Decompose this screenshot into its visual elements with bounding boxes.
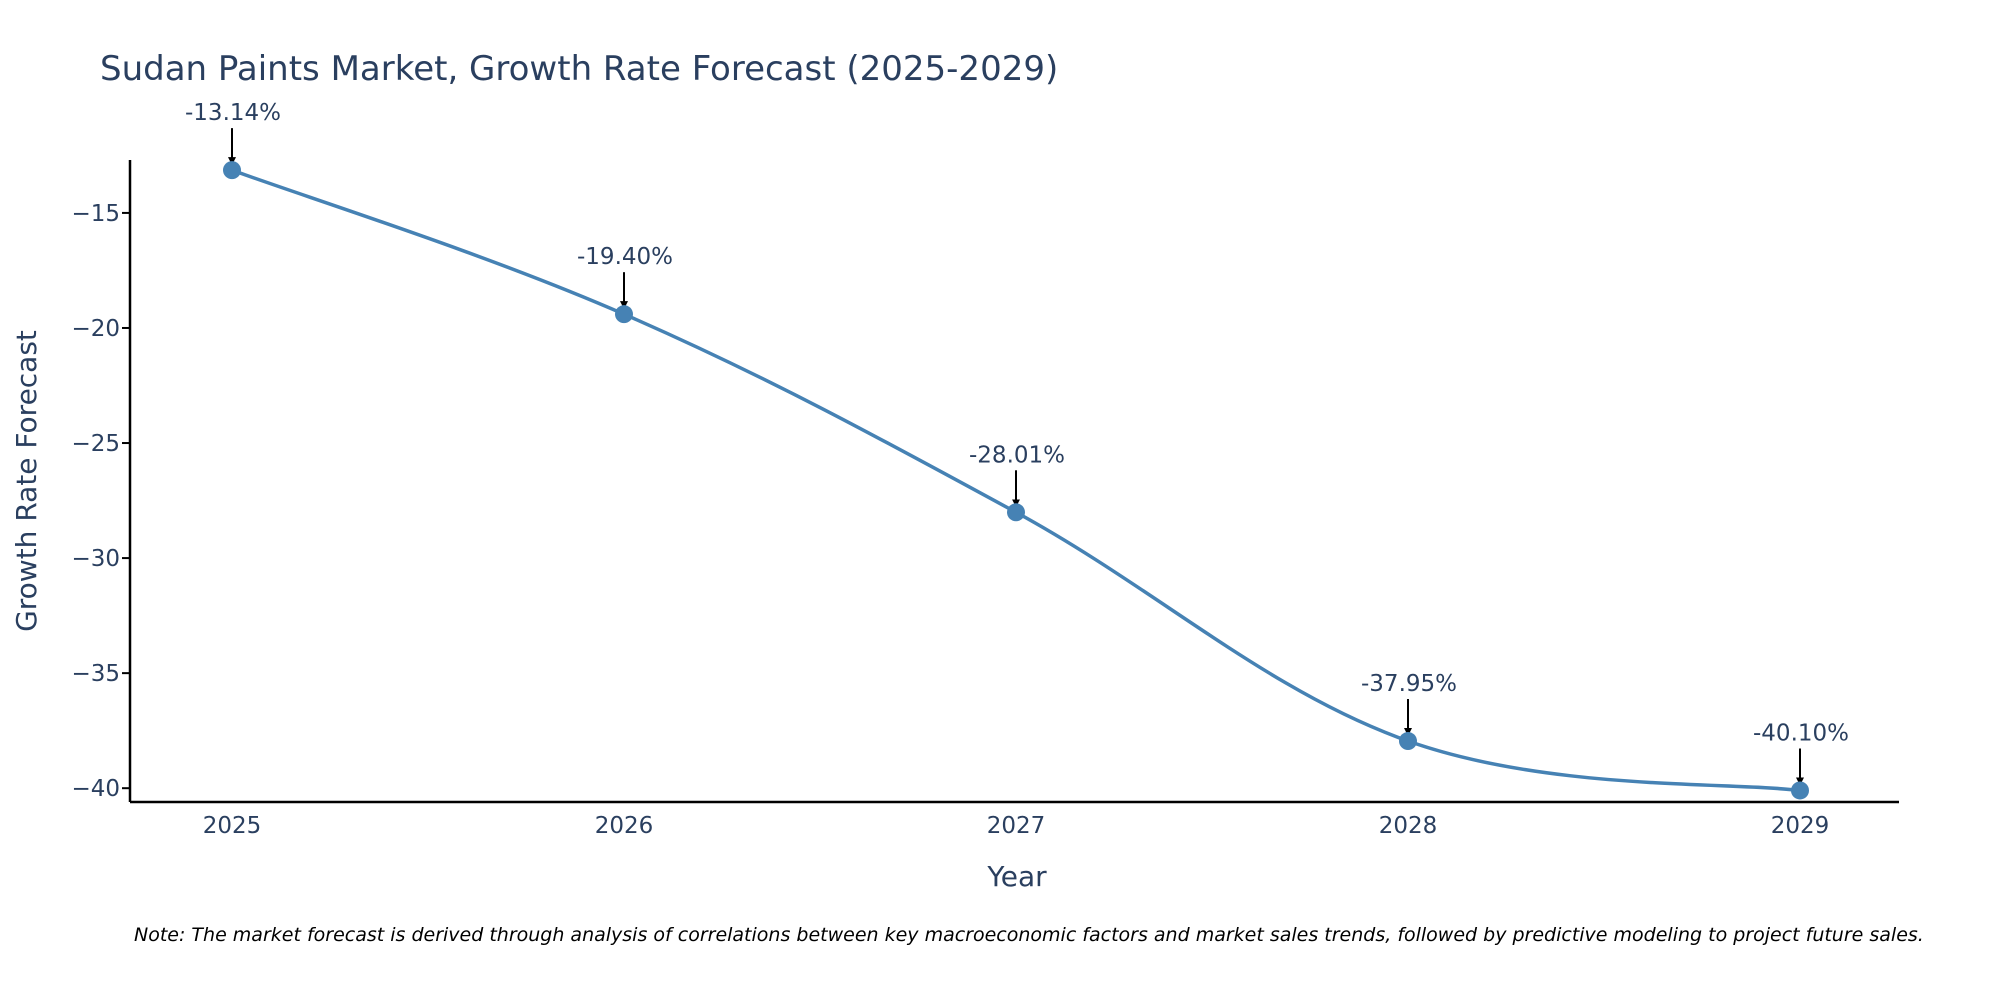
y-tick-label: −35 [71, 661, 120, 687]
x-tick-label: 2026 [595, 813, 654, 839]
data-label: -37.95% [1361, 671, 1457, 697]
y-tick-label: −20 [71, 316, 120, 342]
data-label: -40.10% [1753, 720, 1849, 746]
data-label: -28.01% [969, 442, 1065, 468]
x-tick-label: 2029 [1771, 813, 1830, 839]
x-tick-label: 2027 [987, 813, 1046, 839]
data-point [1791, 781, 1809, 800]
y-tick-label: −40 [71, 776, 120, 802]
y-tick-label: −15 [71, 201, 120, 227]
data-point [1007, 503, 1025, 522]
x-tick-label: 2025 [203, 813, 262, 839]
data-label: -19.40% [577, 244, 673, 270]
y-axis-ticks: −15 −20 −25 −30 −35 −40 [71, 201, 130, 802]
data-label: -13.14% [185, 100, 281, 126]
data-point [223, 161, 241, 180]
data-point [1399, 732, 1417, 751]
x-axis-title: Year [986, 860, 1047, 893]
data-points [223, 161, 1809, 800]
y-tick-label: −25 [71, 431, 120, 457]
data-label-annotations: -13.14% -19.40% -28.01% -37.95% -40.10% [185, 100, 1849, 786]
y-tick-label: −30 [71, 546, 120, 572]
footnote: Note: The market forecast is derived thr… [134, 924, 1924, 946]
chart-title: Sudan Paints Market, Growth Rate Forecas… [100, 49, 1058, 89]
x-tick-label: 2028 [1379, 813, 1438, 839]
y-axis-title: Growth Rate Forecast [10, 330, 43, 632]
data-point [615, 305, 633, 324]
x-axis-ticks: 2025 2026 2027 2028 2029 [203, 813, 1830, 839]
